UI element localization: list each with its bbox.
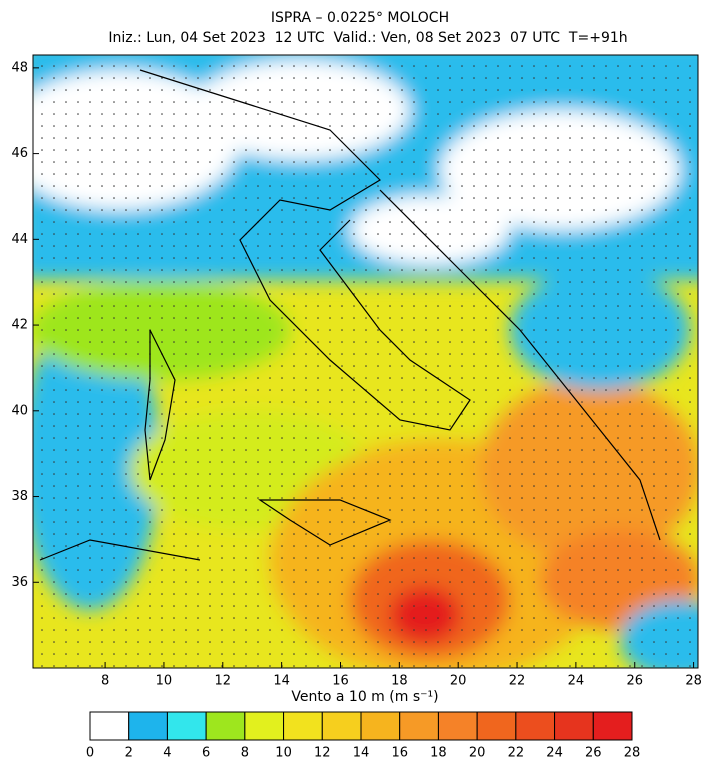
colorbar-tick-label: 26 bbox=[585, 746, 602, 761]
colorbar-tick-label: 22 bbox=[508, 746, 525, 761]
colorbar-box bbox=[476, 711, 517, 741]
colorbar-box bbox=[592, 711, 633, 741]
wind-field bbox=[33, 55, 698, 668]
map-frame bbox=[32, 54, 699, 669]
colorbar-label: Vento a 10 m (m s⁻¹) bbox=[291, 689, 438, 705]
x-tick-label: 24 bbox=[568, 674, 585, 689]
colorbar-box bbox=[283, 711, 323, 741]
x-tick-label: 20 bbox=[450, 674, 467, 689]
colorbar-tick-label: 18 bbox=[430, 746, 447, 761]
y-tick-label: 48 bbox=[11, 60, 28, 75]
colorbar-tick-label: 14 bbox=[353, 746, 370, 761]
x-tick-label: 26 bbox=[626, 674, 643, 689]
y-tick-label: 36 bbox=[11, 575, 28, 590]
x-tick-label: 28 bbox=[685, 674, 702, 689]
colorbar-box bbox=[437, 711, 478, 741]
colorbar-box bbox=[205, 711, 246, 741]
y-tick-label: 46 bbox=[11, 146, 28, 161]
subtitle: Iniz.: Lun, 04 Set 2023 12 UTC Valid.: V… bbox=[108, 30, 627, 46]
colorbar-box bbox=[515, 711, 556, 741]
x-tick-label: 12 bbox=[215, 674, 232, 689]
colorbar-tick-label: 16 bbox=[391, 746, 408, 761]
title: ISPRA – 0.0225° MOLOCH bbox=[271, 10, 449, 26]
y-tick-label: 38 bbox=[11, 489, 28, 504]
x-tick-label: 18 bbox=[391, 674, 408, 689]
colorbar-tick-label: 8 bbox=[241, 746, 249, 761]
colorbar-tick-label: 4 bbox=[163, 746, 171, 761]
colorbar-box bbox=[554, 711, 594, 741]
y-tick-label: 40 bbox=[11, 403, 28, 418]
x-tick-label: 22 bbox=[509, 674, 526, 689]
x-tick-label: 10 bbox=[156, 674, 173, 689]
colorbar-box bbox=[399, 711, 439, 741]
x-tick-label: 14 bbox=[273, 674, 290, 689]
colorbar-box bbox=[244, 711, 285, 741]
colorbar-tick-label: 28 bbox=[624, 746, 641, 761]
colorbar-tick-label: 6 bbox=[202, 746, 210, 761]
colorbar-tick-label: 12 bbox=[314, 746, 331, 761]
colorbar-tick-label: 20 bbox=[469, 746, 486, 761]
colorbar-tick-label: 10 bbox=[275, 746, 292, 761]
colorbar-box bbox=[321, 711, 362, 741]
x-tick-label: 16 bbox=[332, 674, 349, 689]
colorbar-tick-label: 24 bbox=[546, 746, 563, 761]
colorbar-box bbox=[128, 711, 168, 741]
colorbar-box bbox=[89, 711, 130, 741]
y-tick-label: 42 bbox=[11, 318, 28, 333]
y-tick-label: 44 bbox=[11, 232, 28, 247]
colorbar-box bbox=[360, 711, 401, 741]
colorbar-tick-label: 2 bbox=[125, 746, 133, 761]
x-tick-label: 8 bbox=[101, 674, 109, 689]
colorbar-box bbox=[166, 711, 207, 741]
colorbar-tick-label: 0 bbox=[86, 746, 94, 761]
